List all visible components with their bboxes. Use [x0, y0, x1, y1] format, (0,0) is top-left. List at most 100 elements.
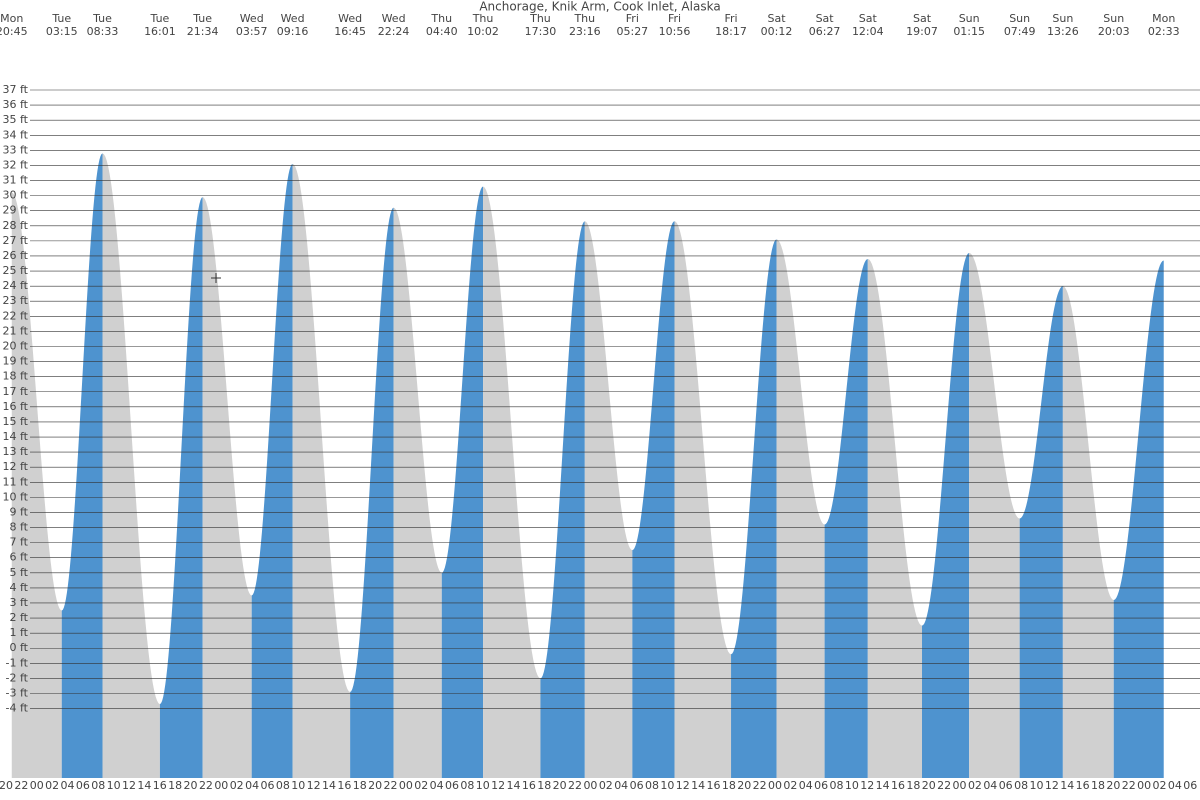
- y-tick-label: -3 ft: [6, 687, 29, 700]
- hour-label: 00: [953, 779, 967, 792]
- hour-label: 16: [337, 779, 351, 792]
- falling-tide: [292, 163, 351, 778]
- hour-label: 16: [522, 779, 536, 792]
- hour-label: 08: [91, 779, 105, 792]
- falling-tide: [776, 239, 825, 778]
- hour-label: 04: [614, 779, 628, 792]
- hour-label: 08: [460, 779, 474, 792]
- extreme-time: 12:04: [852, 25, 884, 38]
- hour-label: 22: [937, 779, 951, 792]
- hour-label: 00: [768, 779, 782, 792]
- y-tick-label: 29 ft: [3, 204, 29, 217]
- y-tick-label: 34 ft: [3, 128, 29, 141]
- y-tick-label: 8 ft: [10, 521, 29, 534]
- falling-tide: [11, 192, 62, 779]
- hour-label: 22: [753, 779, 767, 792]
- extreme-day: Sun: [1052, 12, 1073, 25]
- rising-tide: [922, 252, 970, 778]
- extreme-time: 21:34: [187, 25, 219, 38]
- y-tick-label: 12 ft: [3, 460, 29, 473]
- falling-tide: [969, 252, 1020, 778]
- y-tick-label: 2 ft: [10, 611, 29, 624]
- hour-label: 10: [107, 779, 121, 792]
- extreme-time: 05:27: [616, 25, 648, 38]
- y-tick-label: 35 ft: [3, 113, 29, 126]
- extreme-day: Sun: [959, 12, 980, 25]
- tide-area: [11, 153, 1164, 779]
- extreme-day: Thu: [529, 12, 551, 25]
- hour-label: 10: [845, 779, 859, 792]
- hour-label: 22: [14, 779, 28, 792]
- hour-label: 14: [1060, 779, 1074, 792]
- hour-label: 18: [537, 779, 551, 792]
- hour-label: 20: [1106, 779, 1120, 792]
- hour-label: 02: [45, 779, 59, 792]
- hour-label: 20: [737, 779, 751, 792]
- hour-label: 10: [1029, 779, 1043, 792]
- hour-label: 12: [307, 779, 321, 792]
- hour-label: 02: [599, 779, 613, 792]
- extreme-day: Tue: [51, 12, 71, 25]
- y-tick-label: 5 ft: [10, 566, 29, 579]
- hour-label: 20: [553, 779, 567, 792]
- y-tick-label: 1 ft: [10, 626, 29, 639]
- hour-label: 14: [137, 779, 151, 792]
- hour-label: 20: [184, 779, 198, 792]
- y-tick-label: 10 ft: [3, 490, 29, 503]
- hour-label: 14: [876, 779, 890, 792]
- hour-label: 14: [507, 779, 521, 792]
- falling-tide: [674, 221, 732, 778]
- rising-tide: [1019, 286, 1063, 778]
- hour-label: 18: [168, 779, 182, 792]
- extreme-day: Fri: [724, 12, 737, 25]
- hour-label: 08: [645, 779, 659, 792]
- hour-label: 14: [691, 779, 705, 792]
- extreme-day: Wed: [338, 12, 362, 25]
- hour-label: 18: [722, 779, 736, 792]
- extreme-time: 03:57: [236, 25, 268, 38]
- hour-label: 00: [1137, 779, 1151, 792]
- extreme-day: Tue: [192, 12, 212, 25]
- hour-label: 02: [1153, 779, 1167, 792]
- extreme-time: 00:12: [761, 25, 793, 38]
- extreme-time: 13:26: [1047, 25, 1079, 38]
- y-tick-label: 37 ft: [3, 83, 29, 96]
- y-tick-label: 3 ft: [10, 596, 29, 609]
- rising-tide: [632, 221, 675, 778]
- extreme-day: Mon: [0, 12, 23, 25]
- hour-label: 16: [706, 779, 720, 792]
- hour-label: 16: [153, 779, 167, 792]
- y-tick-label: 28 ft: [3, 219, 29, 232]
- rising-tide: [731, 239, 777, 778]
- extreme-time: 20:03: [1098, 25, 1130, 38]
- falling-tide: [102, 153, 160, 778]
- extreme-day: Wed: [240, 12, 264, 25]
- y-tick-label: 18 ft: [3, 370, 29, 383]
- rising-tide: [61, 153, 103, 778]
- y-tick-label: 22 ft: [3, 309, 29, 322]
- falling-tide: [393, 207, 442, 778]
- y-tick-label: 13 ft: [3, 445, 29, 458]
- hour-label: 06: [260, 779, 274, 792]
- rising-tide: [540, 221, 585, 778]
- rising-tide: [824, 258, 868, 779]
- hour-label: 12: [122, 779, 136, 792]
- extreme-time: 08:33: [87, 25, 119, 38]
- cursor: [211, 273, 221, 283]
- hour-label: 02: [414, 779, 428, 792]
- hour-label: 06: [1183, 779, 1197, 792]
- y-tick-label: 19 ft: [3, 355, 29, 368]
- falling-tide: [867, 258, 923, 779]
- extreme-time: 03:15: [46, 25, 78, 38]
- hour-label: 12: [860, 779, 874, 792]
- y-tick-label: 32 ft: [3, 158, 29, 171]
- extreme-day: Wed: [382, 12, 406, 25]
- extreme-time: 07:49: [1004, 25, 1036, 38]
- extreme-day: Tue: [92, 12, 112, 25]
- rising-tide: [1113, 260, 1164, 778]
- extreme-time: 10:56: [659, 25, 691, 38]
- extreme-time: 06:27: [809, 25, 841, 38]
- y-tick-label: 0 ft: [10, 641, 29, 654]
- hour-label: 08: [1014, 779, 1028, 792]
- y-tick-label: 9 ft: [10, 505, 29, 518]
